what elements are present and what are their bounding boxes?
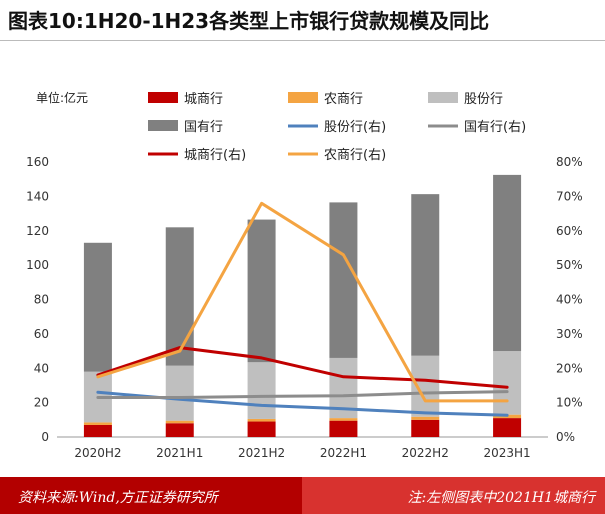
footer-bar: 资料来源:Wind,方正证券研究所 注:左侧图表中2021H1城商行 <box>0 477 605 514</box>
bar-国有行 <box>247 219 276 363</box>
line-series <box>96 201 509 417</box>
bar-城商行 <box>329 420 358 437</box>
right-tick-label: 10% <box>556 396 583 410</box>
x-tick-label: 2020H2 <box>74 446 121 460</box>
legend-label: 城商行 <box>184 92 223 107</box>
chart-title: 图表10:1H20-1H23各类型上市银行贷款规模及同比 <box>8 9 490 33</box>
x-tick-label: 2021H1 <box>156 446 203 460</box>
unit-label: 单位:亿元 <box>36 90 88 105</box>
left-tick-label: 120 <box>26 224 49 238</box>
left-tick-label: 100 <box>26 258 49 272</box>
bar-农商行 <box>83 422 112 425</box>
x-tick-label: 2023H1 <box>483 446 530 460</box>
legend-label: 城商行(右) <box>184 148 246 163</box>
right-tick-label: 20% <box>556 361 583 375</box>
legend-swatch <box>288 92 318 103</box>
line-农商行(右) <box>96 201 509 403</box>
bar-农商行 <box>165 420 194 424</box>
bar-series <box>83 174 522 437</box>
note-text: 注:左侧图表中2021H1城商行 <box>407 490 595 506</box>
bar-城商行 <box>493 418 522 437</box>
line-城商行(右) <box>96 346 509 389</box>
bar-农商行 <box>247 418 276 422</box>
legend-label: 国有行(右) <box>464 120 526 135</box>
right-tick-label: 30% <box>556 327 583 341</box>
x-tick-label: 2021H2 <box>238 446 285 460</box>
right-tick-label: 40% <box>556 293 583 307</box>
legend-label: 国有行 <box>184 120 223 135</box>
legend-label: 股份行(右) <box>324 120 386 135</box>
bar-城商行 <box>165 423 194 437</box>
legend-swatch <box>148 120 178 131</box>
left-tick-label: 140 <box>26 189 49 203</box>
legend-label: 农商行(右) <box>324 148 386 163</box>
bar-国有行 <box>493 174 522 352</box>
legend-swatch <box>148 92 178 103</box>
bar-农商行 <box>411 416 440 420</box>
x-tick-label: 2022H2 <box>402 446 449 460</box>
left-tick-label: 40 <box>34 361 49 375</box>
bar-国有行 <box>165 227 194 366</box>
left-tick-label: 60 <box>34 327 49 341</box>
legend-label: 农商行 <box>324 92 363 107</box>
bar-城商行 <box>83 424 112 437</box>
right-tick-label: 80% <box>556 155 583 169</box>
line-国有行(右) <box>96 390 509 399</box>
source-text: 资料来源:Wind,方正证券研究所 <box>18 490 218 506</box>
left-tick-label: 0 <box>41 430 49 444</box>
bar-股份行 <box>493 351 522 415</box>
legend-label: 股份行 <box>464 92 503 107</box>
bar-城商行 <box>247 421 276 437</box>
left-tick-label: 20 <box>34 396 49 410</box>
right-tick-label: 50% <box>556 258 583 272</box>
bar-股份行 <box>247 362 276 419</box>
right-tick-label: 0% <box>556 430 575 444</box>
left-tick-label: 160 <box>26 155 49 169</box>
bar-国有行 <box>329 202 358 358</box>
right-tick-label: 70% <box>556 189 583 203</box>
bar-国有行 <box>83 242 112 372</box>
axes: 0 20 40 60 80 100 120 140 160 0% 10% 20% 30% 40% 50% 60… <box>26 155 583 460</box>
bar-城商行 <box>411 419 440 437</box>
x-tick-label: 2022H1 <box>320 446 367 460</box>
legend-swatch <box>428 92 458 103</box>
title-divider <box>0 40 605 41</box>
right-tick-label: 60% <box>556 224 583 238</box>
bar-国有行 <box>411 194 440 356</box>
bar-农商行 <box>329 418 358 421</box>
left-tick-label: 80 <box>34 293 49 307</box>
bar-股份行 <box>165 365 194 421</box>
